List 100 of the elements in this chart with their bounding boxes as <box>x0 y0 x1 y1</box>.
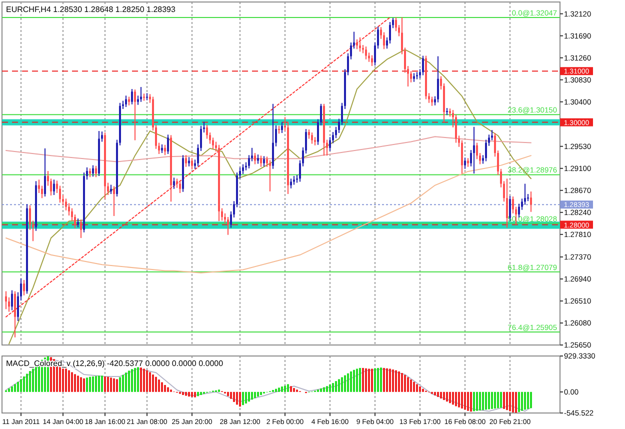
candlestick <box>134 89 136 141</box>
candlestick <box>227 216 229 236</box>
bar <box>374 368 376 392</box>
bar <box>320 388 322 392</box>
bar <box>326 386 328 392</box>
bar <box>77 376 79 392</box>
candlestick <box>80 219 82 239</box>
bar <box>227 392 229 396</box>
bar <box>437 392 439 397</box>
bar <box>116 379 118 392</box>
bar <box>152 374 154 392</box>
candlestick <box>272 103 274 170</box>
bar <box>458 392 460 408</box>
candlestick <box>455 114 457 144</box>
bar <box>440 392 442 398</box>
bar <box>464 392 466 410</box>
bar <box>359 368 361 392</box>
bar <box>278 388 280 392</box>
bar <box>125 372 127 392</box>
candlestick <box>431 96 433 106</box>
candlestick <box>281 122 283 134</box>
bar <box>239 392 241 407</box>
bar <box>383 368 385 392</box>
bar <box>509 392 511 412</box>
bar <box>518 392 520 412</box>
bar <box>71 372 73 392</box>
bar <box>68 370 70 392</box>
bar <box>134 368 136 392</box>
candlestick <box>473 126 475 174</box>
bar <box>500 392 502 408</box>
bar <box>65 368 67 392</box>
bar <box>389 368 391 392</box>
candlestick <box>311 132 313 144</box>
bar <box>194 392 196 398</box>
bar <box>29 371 31 392</box>
candlestick <box>11 290 13 311</box>
bar <box>158 380 160 392</box>
candlestick <box>110 184 112 194</box>
candlestick <box>53 179 55 196</box>
bar <box>287 384 289 392</box>
candlestick <box>140 86 142 102</box>
bar <box>527 392 529 409</box>
bar <box>11 386 13 392</box>
bar <box>470 392 472 412</box>
candlestick <box>95 165 97 178</box>
bar <box>17 382 19 392</box>
bar <box>353 370 355 392</box>
bar <box>494 392 496 409</box>
bar <box>23 376 25 392</box>
candlestick <box>185 154 187 168</box>
bar <box>341 377 343 392</box>
bar <box>230 392 232 399</box>
candlestick <box>416 72 418 80</box>
bar <box>293 388 295 392</box>
bar <box>137 367 139 392</box>
bar <box>236 392 238 405</box>
bar <box>35 365 37 392</box>
bar <box>515 392 517 413</box>
candlestick <box>92 164 94 178</box>
bar <box>386 368 388 392</box>
bar <box>461 392 463 409</box>
bar <box>365 368 367 392</box>
bar <box>347 373 349 392</box>
bar <box>254 392 256 398</box>
bar <box>83 378 85 392</box>
bar <box>95 376 97 392</box>
candlestick <box>356 38 358 50</box>
bar <box>446 392 448 402</box>
bar <box>368 368 370 392</box>
bar <box>398 371 400 392</box>
bar <box>260 392 262 396</box>
bar <box>32 368 34 392</box>
candlestick <box>254 152 256 165</box>
bar <box>413 382 415 392</box>
candlestick <box>365 46 367 60</box>
bar <box>245 392 247 404</box>
bar <box>455 392 457 406</box>
bar <box>479 392 481 410</box>
bar <box>401 372 403 392</box>
bar <box>182 392 184 396</box>
bar <box>251 392 253 400</box>
bar <box>497 392 499 408</box>
bar <box>104 376 106 392</box>
bar <box>407 377 409 392</box>
bar <box>89 376 91 392</box>
bar <box>377 368 379 392</box>
bar <box>26 374 28 392</box>
bar <box>380 368 382 392</box>
bar <box>323 387 325 392</box>
line-series <box>6 136 532 162</box>
bar <box>164 384 166 392</box>
bar <box>98 376 100 392</box>
bar <box>488 392 490 410</box>
bar <box>80 377 82 392</box>
bar <box>473 392 475 412</box>
bar <box>20 379 22 392</box>
bar <box>503 392 505 409</box>
bar <box>449 392 451 404</box>
bar <box>395 370 397 392</box>
candlestick <box>464 157 466 170</box>
